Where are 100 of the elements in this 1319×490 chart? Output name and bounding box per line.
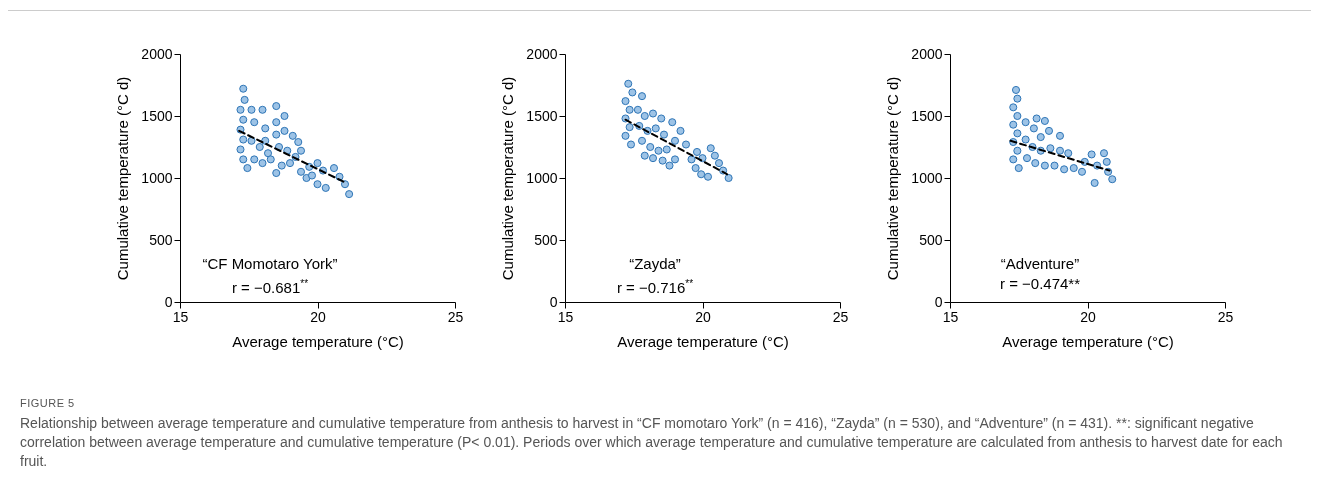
point	[1040, 161, 1049, 170]
point	[648, 154, 658, 163]
point	[240, 95, 249, 104]
point	[272, 130, 281, 139]
point	[628, 88, 637, 97]
x-axis-title: Average temperature (°C)	[617, 332, 789, 350]
point	[1077, 167, 1087, 176]
y-axis-title: Cumulative temperature (°C d)	[499, 76, 517, 281]
point	[1013, 94, 1022, 103]
point	[1032, 114, 1041, 123]
point	[263, 149, 273, 158]
point	[710, 151, 719, 160]
point	[648, 109, 658, 118]
x-tick-label: 20	[1080, 308, 1096, 325]
point	[239, 155, 248, 164]
point	[691, 164, 700, 173]
point	[329, 164, 339, 173]
point	[676, 126, 685, 135]
point	[313, 180, 322, 189]
x-tick-label: 15	[557, 308, 574, 325]
x-tick-label: 25	[1217, 308, 1234, 325]
point	[621, 131, 630, 140]
point	[313, 159, 322, 168]
y-tick-label: 0	[164, 293, 173, 310]
point	[307, 171, 317, 180]
point	[1036, 133, 1045, 142]
point	[239, 84, 248, 93]
point	[654, 146, 663, 155]
y-tick-label: 1500	[911, 107, 943, 124]
point	[637, 136, 647, 145]
point	[1013, 129, 1022, 138]
y-tick-label: 500	[919, 231, 943, 248]
y-tick-label: 1000	[526, 169, 558, 186]
x-tick-label: 25	[832, 308, 849, 325]
y-tick-label: 500	[534, 231, 558, 248]
y-tick-label: 2000	[911, 45, 943, 62]
x-tick-label: 25	[447, 308, 464, 325]
point	[625, 105, 634, 114]
point	[1021, 135, 1030, 144]
x-tick-label: 15	[942, 308, 959, 325]
point	[640, 151, 649, 160]
annotation: r = −0.716$^{**}$	[615, 277, 695, 298]
point	[621, 97, 630, 106]
point	[272, 118, 281, 127]
point	[236, 145, 245, 154]
x-tick-label: 20	[310, 308, 326, 325]
point	[697, 170, 706, 179]
y-tick-label: 1500	[141, 107, 173, 124]
point	[247, 136, 256, 145]
point	[668, 118, 677, 127]
point	[239, 115, 248, 124]
y-tick-label: 0	[549, 293, 558, 310]
point	[340, 180, 350, 189]
point	[272, 169, 281, 178]
annotation: r = −0.681$^{**}$	[230, 277, 310, 298]
point	[1055, 146, 1065, 155]
point	[662, 145, 671, 154]
point	[1009, 120, 1018, 129]
caption: FIGURE 5	[20, 396, 76, 410]
point	[657, 114, 666, 123]
point	[633, 105, 642, 114]
point	[692, 147, 702, 156]
point	[1011, 85, 1021, 94]
point	[1108, 175, 1117, 184]
point	[239, 135, 248, 144]
point	[714, 159, 724, 168]
point	[1099, 149, 1109, 158]
point	[703, 172, 713, 181]
point	[670, 155, 680, 164]
x-axis-title: Average temperature (°C)	[1002, 332, 1174, 350]
point	[626, 140, 636, 149]
y-tick-label: 1000	[141, 169, 173, 186]
point	[280, 111, 289, 121]
point	[280, 126, 289, 135]
point	[247, 105, 256, 114]
point	[1021, 118, 1030, 127]
point	[258, 159, 267, 168]
point	[687, 155, 696, 164]
y-tick-label: 500	[149, 231, 173, 248]
point	[294, 138, 303, 147]
text: Relationship between average temperature and cumulative temperature from anthesis to harvest in “CF momotaro York” (n = 416), “Zayda” (n = 530), and “Adventure” (n = 431). **: significant negative correlation between average temperature and cumulative temperature (P< 0.01). Periods over which average temperature and cumulative temperature are calculated from anthesis to harvest date for each fruit.	[20, 414, 1284, 471]
point	[1087, 150, 1096, 159]
point	[637, 92, 647, 101]
point	[1069, 164, 1078, 173]
point	[1046, 144, 1055, 153]
point	[706, 144, 715, 153]
point	[1031, 159, 1040, 168]
annotation: “CF Momotaro York”	[201, 254, 339, 274]
point	[321, 183, 330, 192]
point	[1013, 111, 1022, 121]
point	[681, 140, 691, 149]
y-tick-label: 2000	[526, 45, 558, 62]
point	[658, 156, 667, 165]
point	[1064, 149, 1073, 158]
point	[296, 167, 306, 176]
point	[255, 142, 264, 152]
point	[624, 79, 633, 88]
annotation: “Zayda”	[628, 254, 682, 274]
point	[659, 130, 669, 139]
point	[285, 159, 295, 168]
